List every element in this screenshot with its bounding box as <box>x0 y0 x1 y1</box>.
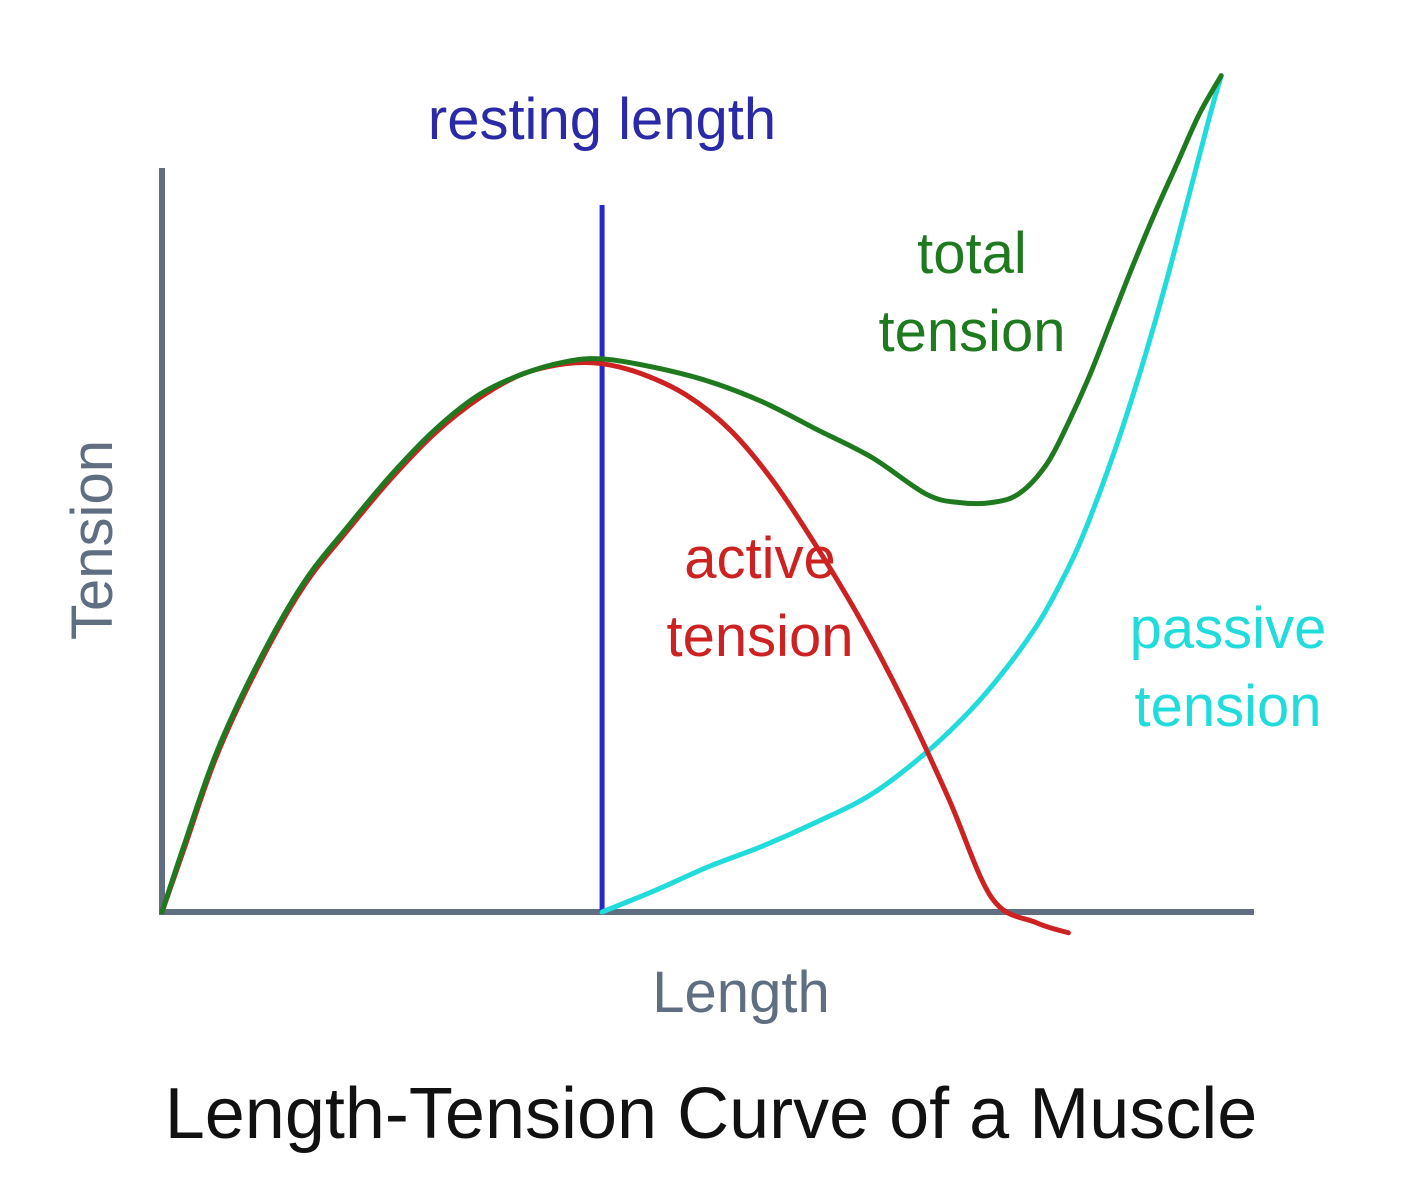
series-group <box>159 73 1224 936</box>
resting-length-label: resting length <box>428 87 776 152</box>
chart-title: Length-Tension Curve of a Muscle <box>165 1074 1258 1154</box>
y-axis-label: Tension <box>60 440 125 640</box>
total-tension-label-line2: tension <box>878 299 1065 364</box>
passive-tension-curve <box>599 73 1224 915</box>
active-tension-curve <box>159 359 1071 936</box>
active-tension-label-line2: tension <box>666 604 853 669</box>
total-tension-curve <box>159 73 1224 915</box>
x-axis-label: Length <box>652 960 829 1025</box>
plot-area <box>159 73 1254 936</box>
active-tension-label-line1: active <box>684 526 836 591</box>
total-tension-label-line1: total <box>917 221 1027 286</box>
passive-tension-label-line1: passive <box>1130 596 1327 661</box>
passive-tension-label-line2: tension <box>1134 674 1321 739</box>
